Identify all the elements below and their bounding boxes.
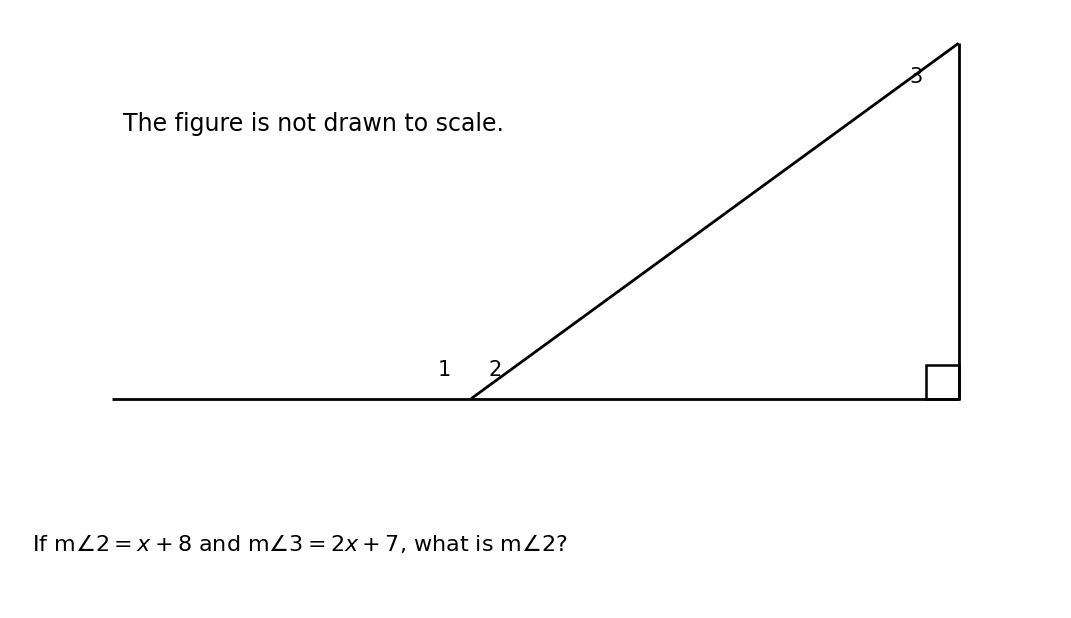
Text: The figure is not drawn to scale.: The figure is not drawn to scale. (123, 112, 504, 135)
Text: 3: 3 (909, 67, 922, 87)
Text: 1: 1 (438, 360, 451, 380)
Text: 2: 2 (488, 360, 501, 380)
Text: If $\mathregular{m}\angle2 = x + 8$ and $\mathregular{m}\angle3 = 2x +7$, what i: If $\mathregular{m}\angle2 = x + 8$ and … (32, 532, 568, 556)
Bar (926, 365, 959, 399)
